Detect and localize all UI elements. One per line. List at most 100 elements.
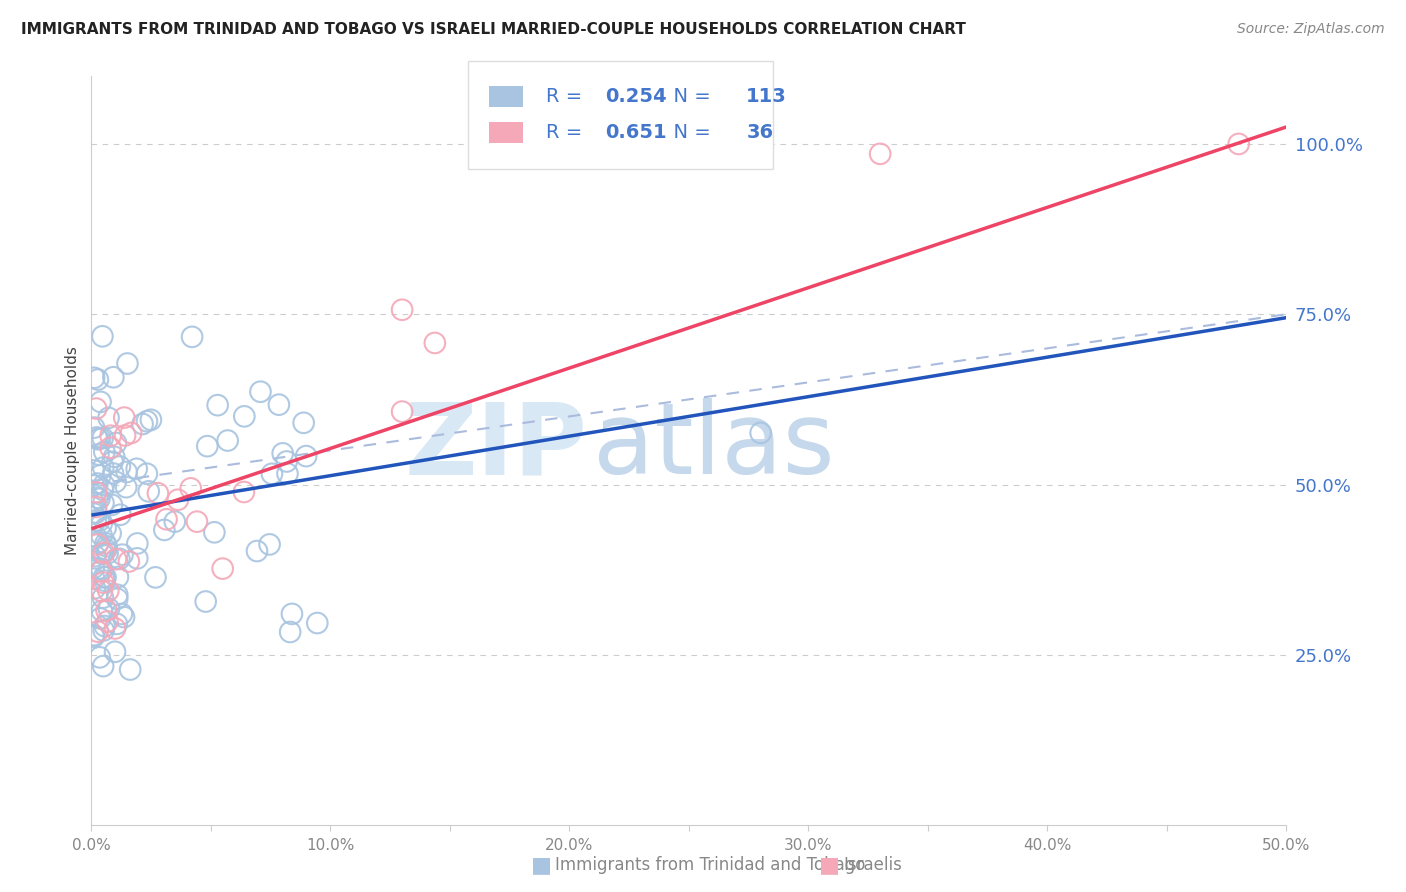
Point: [108, 459, 131, 474]
Point: [233, 485, 256, 500]
Point: [111, 548, 134, 562]
Point: [87, 432, 110, 446]
Point: [86, 538, 108, 552]
Point: [93, 477, 115, 491]
Point: [90, 395, 112, 409]
Point: [202, 525, 225, 540]
Point: [87, 561, 110, 575]
Point: [186, 515, 208, 529]
Point: [97, 602, 120, 616]
Point: [91, 659, 114, 673]
Point: [91, 575, 114, 590]
Point: [90, 565, 112, 579]
Point: [90, 562, 112, 576]
Point: [93, 574, 115, 588]
Point: [90, 528, 112, 542]
Point: [91, 547, 114, 561]
Text: atlas: atlas: [593, 398, 835, 495]
Point: [104, 436, 127, 450]
Text: Israelis: Israelis: [844, 856, 903, 874]
Point: [87, 514, 110, 528]
Point: [96, 615, 118, 629]
Point: [87, 448, 110, 462]
Point: [1227, 136, 1250, 151]
Point: [83, 420, 105, 434]
Point: [276, 454, 298, 468]
Point: [131, 417, 153, 431]
Point: [271, 446, 294, 460]
Point: [93, 546, 115, 560]
Point: [105, 616, 128, 631]
Point: [180, 481, 202, 495]
Text: ZIP: ZIP: [405, 398, 588, 495]
Text: 0.254: 0.254: [605, 87, 666, 106]
Point: [155, 512, 177, 526]
Point: [110, 508, 132, 522]
Text: 113: 113: [747, 87, 787, 106]
Point: [127, 536, 149, 550]
Point: [292, 416, 315, 430]
Point: [84, 513, 107, 527]
Point: [89, 611, 111, 625]
Point: [869, 146, 891, 161]
Point: [195, 439, 218, 453]
FancyBboxPatch shape: [468, 61, 773, 169]
Point: [96, 539, 118, 553]
Point: [84, 549, 107, 563]
Text: N =: N =: [661, 87, 717, 106]
Point: [100, 526, 122, 541]
Text: ■: ■: [531, 855, 551, 875]
Text: 0.651: 0.651: [605, 123, 666, 142]
Point: [246, 544, 269, 558]
Point: [97, 546, 120, 560]
Point: [117, 357, 139, 371]
Point: [94, 536, 117, 550]
Point: [138, 484, 160, 499]
Point: [83, 628, 105, 642]
Point: [103, 450, 125, 464]
Point: [100, 441, 122, 455]
Point: [153, 523, 176, 537]
Point: [295, 449, 318, 463]
Point: [217, 434, 239, 448]
Point: [83, 478, 105, 492]
Point: [391, 302, 413, 317]
Point: [120, 663, 142, 677]
Point: [91, 431, 114, 445]
Point: [423, 335, 446, 350]
Point: [114, 428, 136, 442]
Point: [87, 535, 110, 549]
Point: [249, 384, 271, 399]
Point: [194, 594, 217, 608]
Point: [90, 604, 112, 618]
Point: [83, 463, 105, 477]
Point: [267, 398, 290, 412]
Point: [84, 401, 107, 416]
Point: [276, 467, 298, 481]
Text: R =: R =: [546, 123, 588, 142]
Point: [278, 625, 301, 640]
Point: [93, 570, 115, 584]
Point: [207, 398, 229, 412]
Point: [97, 583, 120, 598]
FancyBboxPatch shape: [489, 87, 523, 107]
Point: [86, 476, 108, 491]
Point: [112, 610, 135, 624]
Point: [90, 516, 112, 531]
Point: [101, 467, 124, 481]
Point: [83, 630, 105, 644]
Point: [91, 460, 114, 475]
Point: [307, 615, 329, 630]
Point: [89, 650, 111, 665]
Point: [84, 530, 107, 544]
Point: [101, 498, 124, 512]
FancyBboxPatch shape: [489, 122, 523, 144]
Point: [94, 521, 117, 535]
Point: [127, 551, 149, 566]
Point: [86, 624, 108, 639]
Point: [211, 561, 233, 575]
Point: [115, 465, 138, 479]
Point: [118, 554, 141, 568]
Point: [97, 410, 120, 425]
Point: [163, 515, 186, 529]
